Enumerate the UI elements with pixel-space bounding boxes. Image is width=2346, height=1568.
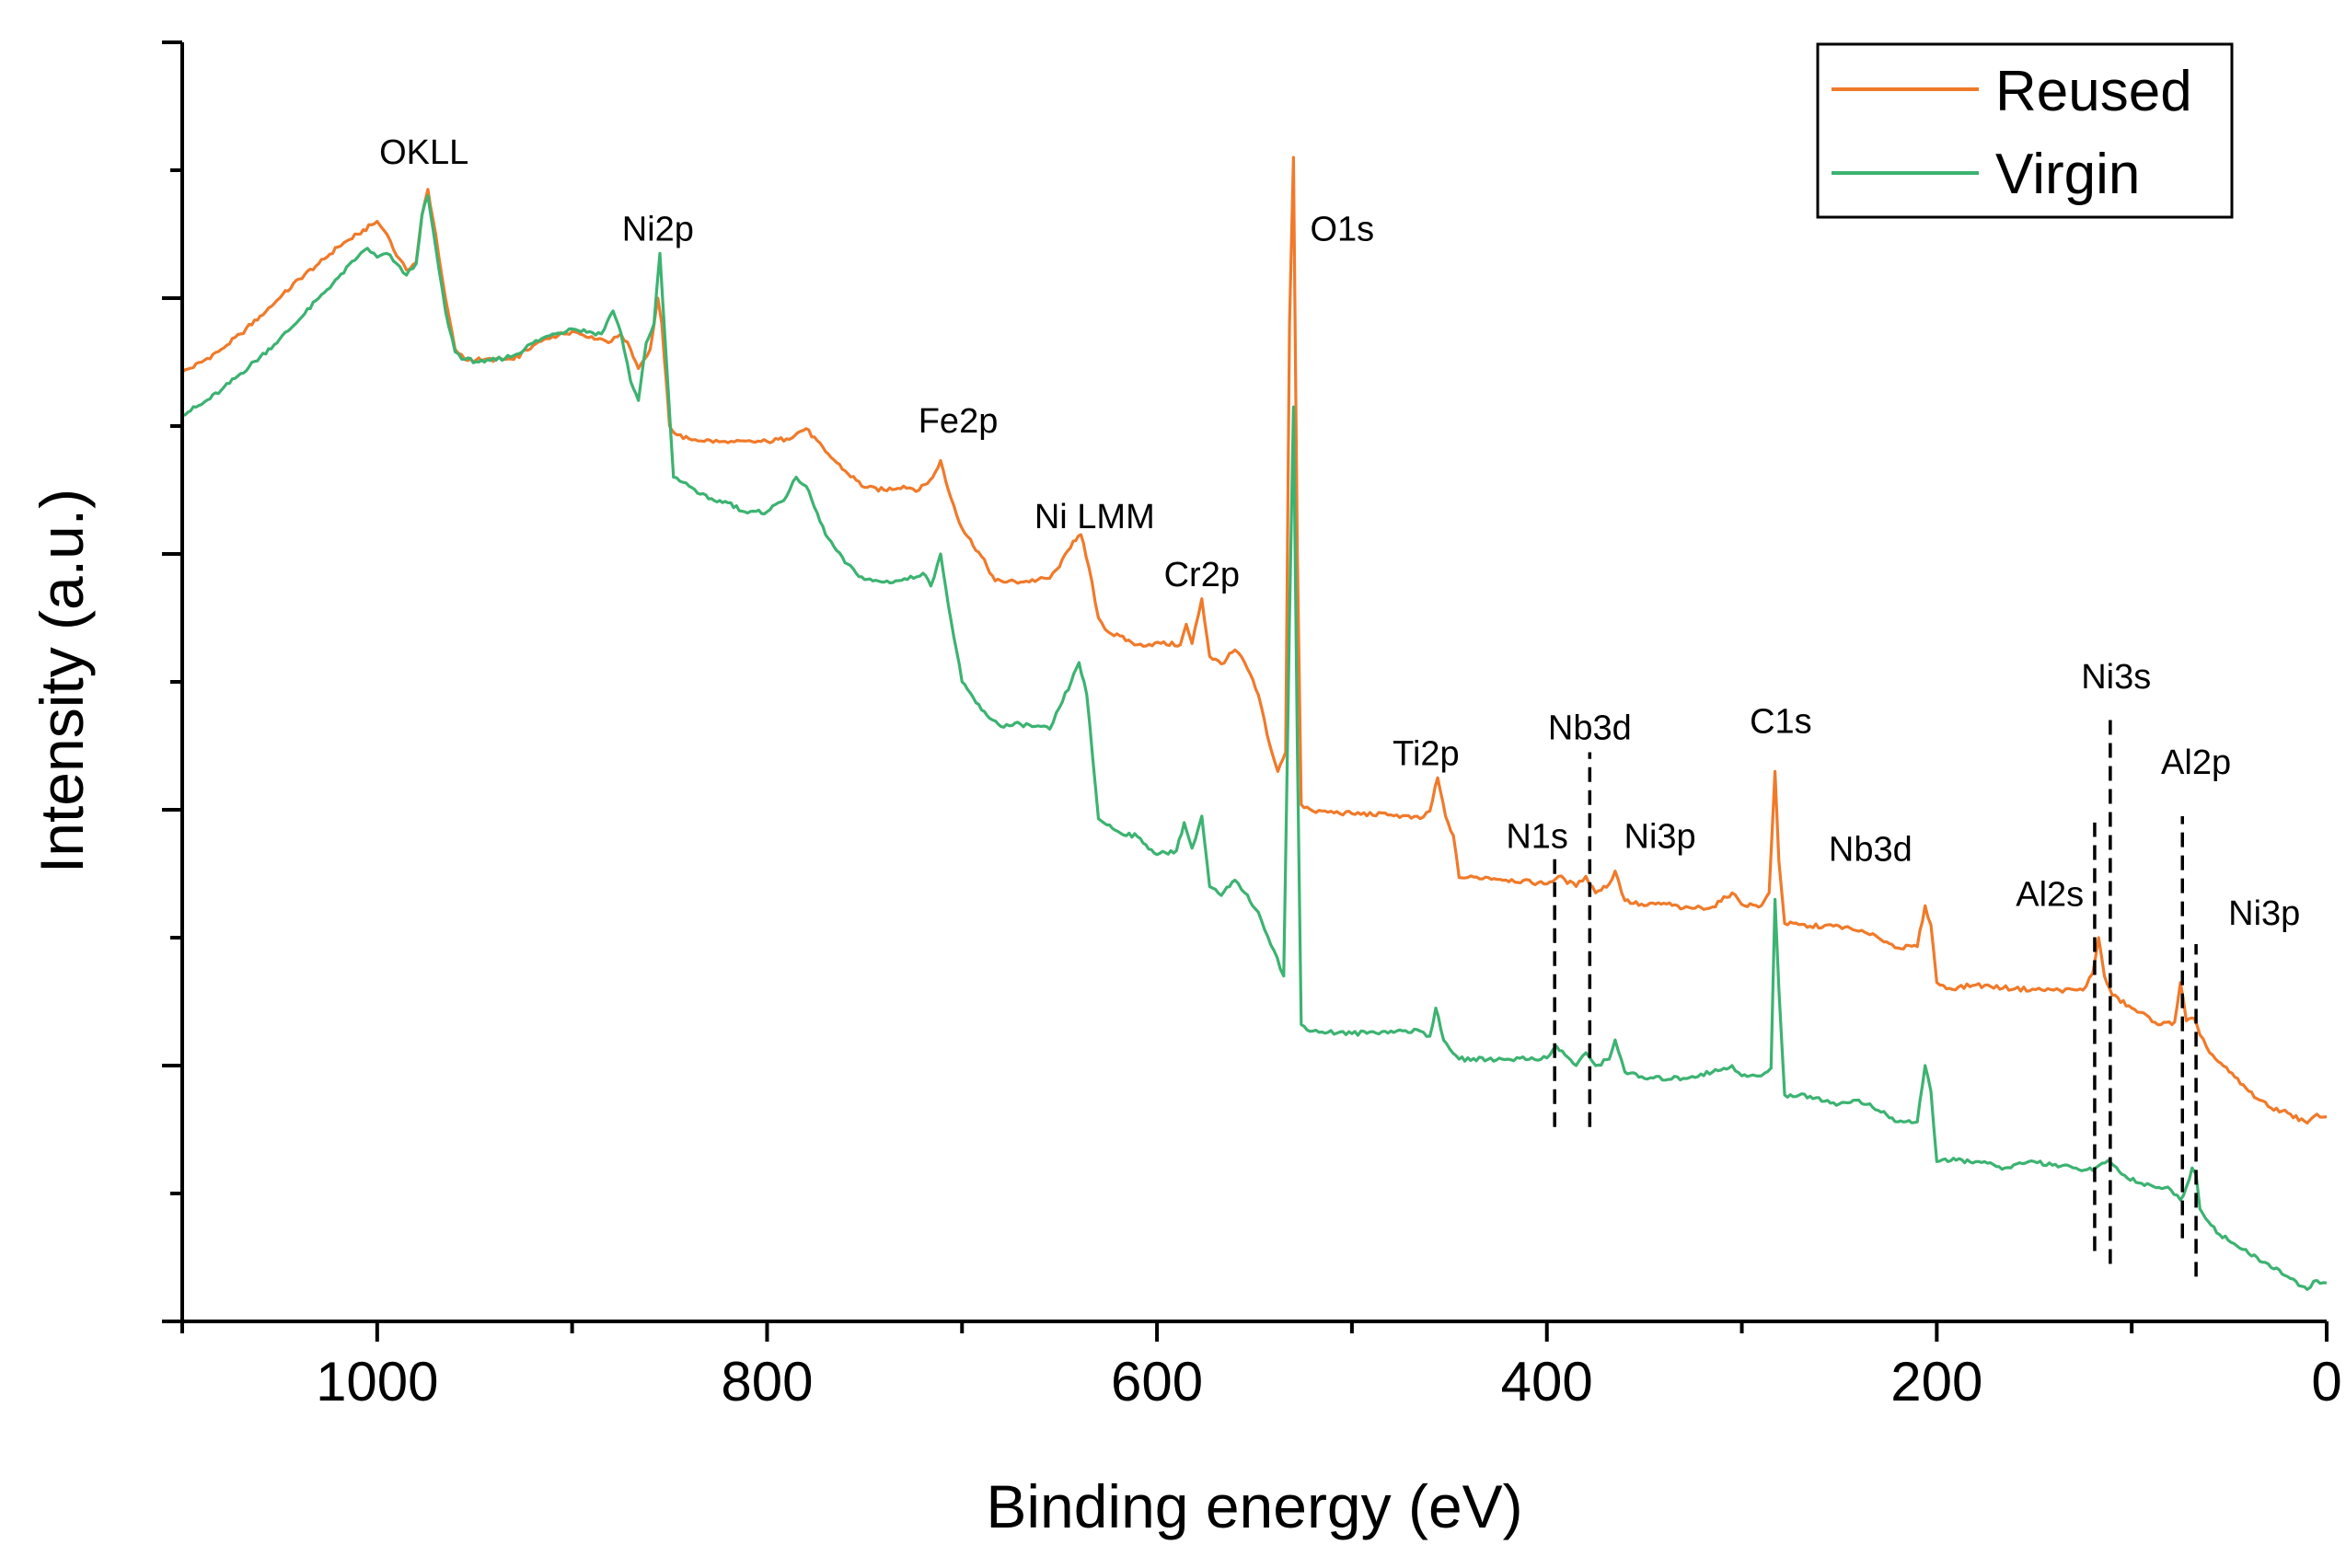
x-tick-label: 200 (1890, 1351, 1982, 1412)
legend-box (1816, 42, 2234, 219)
x-tick-label: 400 (1501, 1351, 1593, 1412)
legend-label-virgin: Virgin (1995, 143, 2140, 206)
peak-label: Cr2p (1164, 556, 1240, 594)
reference-lines-layer (1553, 713, 2198, 1277)
series-layer (180, 156, 2328, 1291)
peak-label: N1s (1506, 818, 1568, 857)
legend: Reused Virgin (1816, 42, 2234, 219)
peak-label: Nb3d (1548, 709, 1632, 748)
x-tick-label: 600 (1111, 1351, 1203, 1412)
peak-label: C1s (1750, 703, 1812, 742)
peak-label: O1s (1310, 210, 1374, 248)
peak-label: Nb3d (1829, 831, 1913, 870)
x-tick-label: 1000 (316, 1351, 438, 1412)
x-tick-label: 800 (721, 1351, 813, 1412)
peak-label: Ni3s (2081, 658, 2151, 697)
peak-label: Ni LMM (1034, 498, 1155, 536)
x-axis-title: Binding energy (eV) (986, 1472, 1522, 1540)
y-axis-title: Intensity (a.u.) (28, 489, 96, 873)
peak-label: Ni3p (2228, 894, 2300, 933)
peak-label: Fe2p (919, 402, 999, 441)
peak-label: Ti2p (1393, 734, 1460, 773)
peak-label: Ni3p (1624, 818, 1696, 857)
x-ticks-layer: 1000 800 600 400 200 0 (180, 1321, 2342, 1412)
peak-label: Al2s (2016, 875, 2084, 914)
peak-label: OKLL (379, 133, 468, 172)
peak-label: Al2p (2161, 744, 2231, 782)
legend-label-reused: Reused (1995, 60, 2192, 123)
series-line-reused (180, 156, 2328, 1125)
series-line-virgin (181, 194, 2328, 1291)
x-tick-label: 0 (2311, 1351, 2341, 1412)
y-ticks-layer (162, 40, 182, 1323)
peak-label: Ni2p (622, 210, 694, 248)
